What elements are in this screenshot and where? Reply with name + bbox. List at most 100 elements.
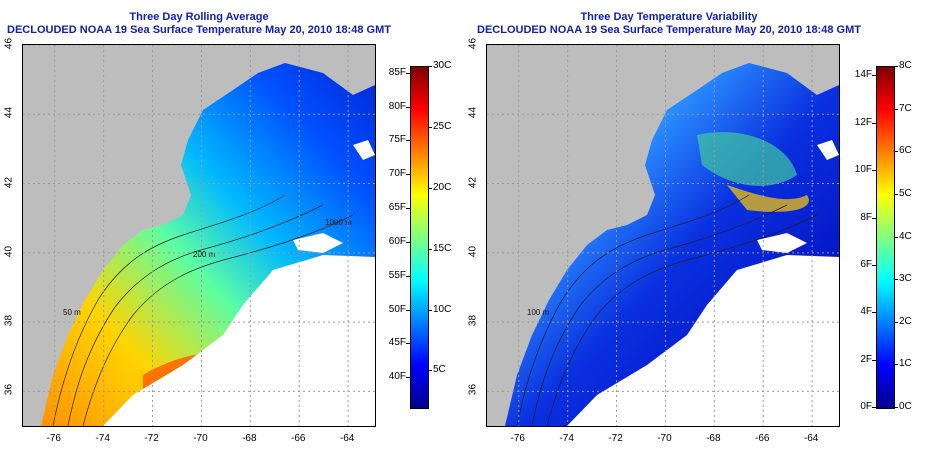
x-tick-label: -74 <box>95 433 110 444</box>
colorbar-f-label: 6F <box>860 258 872 270</box>
colorbar-f-tick <box>872 264 876 266</box>
colorbar-c-tick <box>428 187 432 189</box>
colorbar-c-label: 8C <box>899 60 912 71</box>
colorbar-c-label: 5C <box>899 187 912 199</box>
x-tick-label: -74 <box>559 433 574 444</box>
colorbar-f-label: 75F <box>388 134 406 146</box>
right-title: Three Day Temperature Variability DECLOU… <box>470 11 868 37</box>
colorbar-f-label: 0F <box>860 401 872 412</box>
cloud-mask <box>817 140 839 160</box>
colorbar-c-tick <box>428 126 432 128</box>
y-tick-label: 38 <box>3 315 15 327</box>
x-tick-label: -68 <box>706 433 721 444</box>
colorbar-f-tick <box>872 122 876 124</box>
left-colorbar <box>410 66 429 409</box>
colorbar-f-label: 2F <box>860 353 872 365</box>
colorbar-c-label: 2C <box>899 315 912 327</box>
colorbar-c-tick <box>428 248 432 250</box>
variability-band <box>697 131 797 186</box>
contour-label: 100 m <box>527 308 550 317</box>
x-tick-label: -70 <box>193 433 208 444</box>
colorbar-c-tick <box>894 279 898 281</box>
cloud-mask <box>567 255 839 426</box>
colorbar-c-label: 3C <box>899 273 912 285</box>
cloud-mask <box>353 140 375 160</box>
colorbar-f-tick <box>872 359 876 361</box>
colorbar-c-tick <box>894 108 898 110</box>
land-mask <box>487 45 839 426</box>
colorbar-f-label: 85F <box>388 66 406 78</box>
y-tick-label: 46 <box>467 37 479 50</box>
colorbar-c-tick <box>894 151 898 153</box>
y-tick-label: 42 <box>467 176 479 188</box>
colorbar-c-tick <box>894 321 898 323</box>
colorbar-f-tick <box>406 72 410 74</box>
colorbar-f-tick <box>406 140 410 142</box>
colorbar-f-label: 4F <box>860 306 872 318</box>
x-tick-label: -66 <box>754 433 770 444</box>
colorbar-c-tick <box>428 309 432 311</box>
colorbar-f-tick <box>406 309 410 311</box>
colorbar-c-tick <box>894 364 898 366</box>
right-title-line2: DECLOUDED NOAA 19 Sea Surface Temperatur… <box>477 24 861 36</box>
colorbar-c-tick <box>894 193 898 195</box>
x-tick-label: -76 <box>510 433 525 444</box>
colorbar-c-label: 30C <box>433 60 452 71</box>
x-tick-label: -72 <box>608 433 623 444</box>
left-map: 50 m 200 m 1000 m <box>22 44 376 427</box>
bathymetry-contour <box>52 194 286 426</box>
colorbar-c-label: 10C <box>433 303 452 315</box>
colorbar-f-tick <box>872 75 876 77</box>
colorbar-f-label: 80F <box>388 100 406 112</box>
colorbar-f-tick <box>406 174 410 176</box>
x-tick-label: -66 <box>290 433 306 444</box>
x-tick-label: -72 <box>144 433 159 444</box>
x-tick-label: -76 <box>46 433 61 444</box>
colorbar-c-label: 6C <box>899 145 912 157</box>
colorbar-c-label: 0C <box>899 401 912 412</box>
contour-label: 1000 m <box>325 218 352 227</box>
left-title-line1: Three Day Rolling Average <box>129 11 269 23</box>
cloud-mask <box>757 233 807 253</box>
colorbar-f-label: 12F <box>854 116 872 128</box>
colorbar-f-label: 55F <box>388 269 406 281</box>
y-tick-label: 44 <box>3 107 15 119</box>
colorbar-f-label: 10F <box>854 164 872 176</box>
x-tick-label: -64 <box>339 433 355 444</box>
y-tick-label: 40 <box>467 245 479 257</box>
colorbar-f-label: 14F <box>854 69 872 81</box>
colorbar-f-tick <box>406 106 410 108</box>
right-title-line1: Three Day Temperature Variability <box>580 11 758 23</box>
cloud-mask <box>293 233 343 253</box>
colorbar-f-label: 40F <box>388 371 406 383</box>
colorbar-f-tick <box>406 208 410 210</box>
colorbar-c-tick <box>894 66 898 67</box>
left-map-svg: 50 m 200 m 1000 m <box>23 45 375 426</box>
colorbar-c-label: 15C <box>433 242 452 254</box>
right-map: 100 m <box>486 44 840 427</box>
bathymetry-contour <box>67 204 324 426</box>
colorbar-f-label: 60F <box>388 235 406 247</box>
bathymetry-contour <box>531 204 788 426</box>
colorbar-f-label: 65F <box>388 202 406 214</box>
colorbar-f-tick <box>406 275 410 277</box>
colorbar-f-tick <box>872 217 876 219</box>
right-map-svg: 100 m <box>487 45 839 426</box>
colorbar-f-label: 70F <box>388 168 406 180</box>
colorbar-f-tick <box>872 170 876 172</box>
land-mask <box>23 45 375 426</box>
colorbar-c-tick <box>428 370 432 372</box>
colorbar-f-label: 50F <box>388 303 406 315</box>
colorbar-f-label: 45F <box>388 337 406 349</box>
x-tick-label: -70 <box>657 433 672 444</box>
y-tick-label: 36 <box>467 384 479 396</box>
colorbar-f-tick <box>406 343 410 345</box>
colorbar-c-label: 5C <box>433 364 446 376</box>
y-tick-label: 36 <box>3 384 15 396</box>
colorbar-c-tick <box>894 407 898 408</box>
right-colorbar <box>876 66 895 409</box>
colorbar-f-tick <box>406 377 410 379</box>
colorbar-c-tick <box>894 236 898 238</box>
y-tick-label: 40 <box>3 245 15 257</box>
y-tick-label: 42 <box>3 176 15 188</box>
